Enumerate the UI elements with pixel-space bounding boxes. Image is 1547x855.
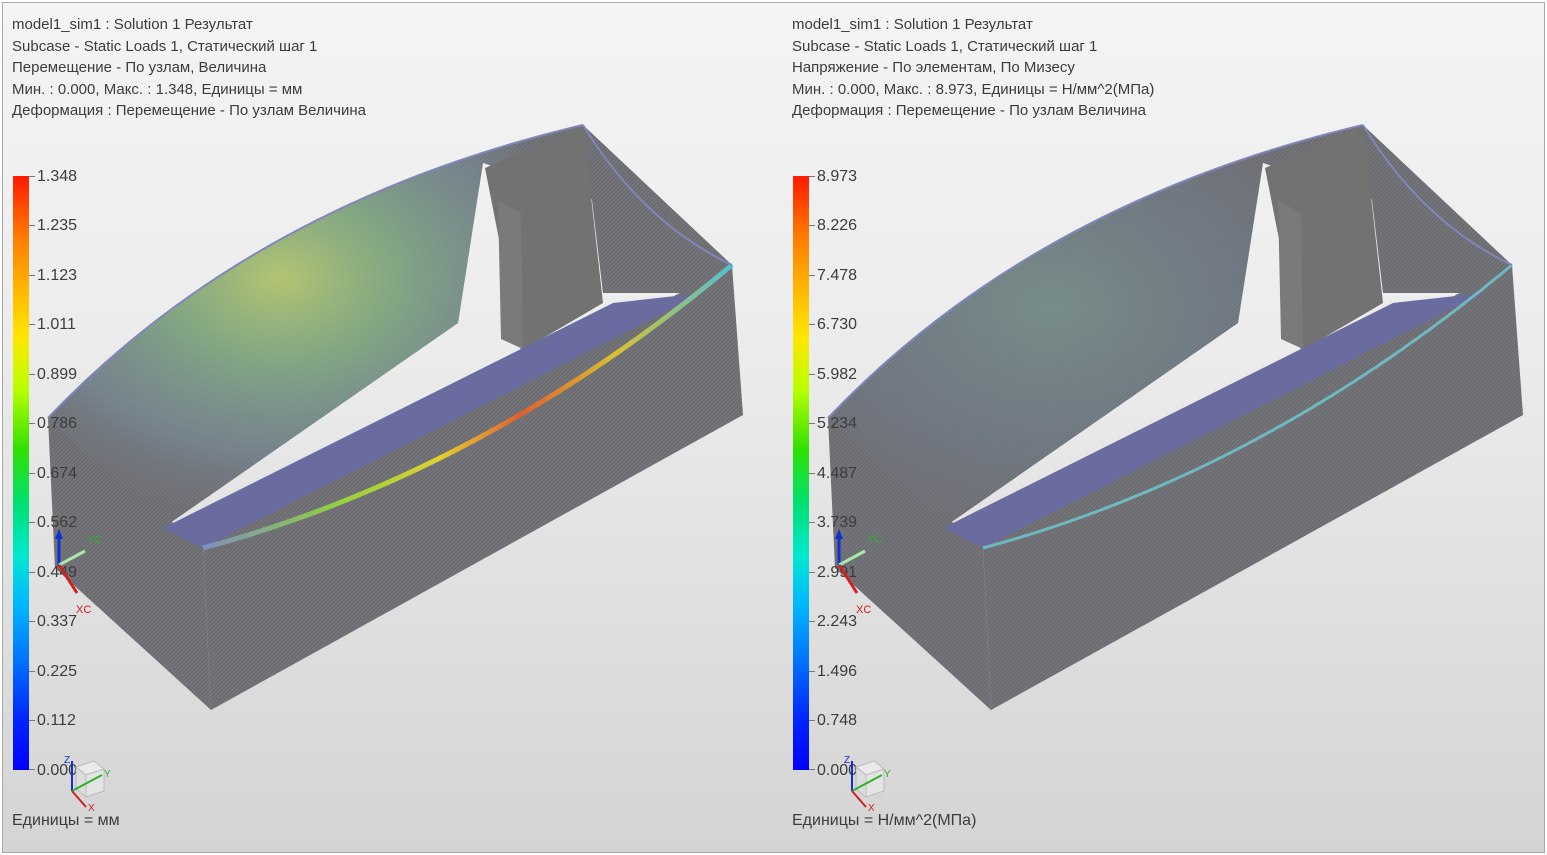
wcs-y-label: Y bbox=[884, 769, 891, 780]
info-line: Мин. : 0.000, Макс. : 8.973, Единицы = Н… bbox=[792, 80, 1155, 98]
box-back-face bbox=[583, 125, 732, 293]
legend-value: 0.562 bbox=[37, 514, 78, 531]
csys-triad-icon: YC XC bbox=[55, 529, 102, 616]
wcs-z-label: Z bbox=[64, 755, 70, 766]
legend-value: 0.786 bbox=[37, 415, 78, 432]
legend-value: 0.748 bbox=[817, 712, 858, 729]
deformed-edge bbox=[202, 263, 734, 551]
box-end-face bbox=[828, 418, 991, 710]
top-edge bbox=[47, 124, 584, 419]
legend-value: 0.337 bbox=[37, 613, 78, 630]
viewport-stress[interactable]: model1_sim1 : Solution 1 Результат Subca… bbox=[783, 3, 1544, 852]
partition-rib bbox=[498, 201, 523, 349]
legend-color-bar bbox=[13, 176, 35, 770]
top-edge bbox=[582, 124, 733, 266]
fem-model-displacement[interactable] bbox=[3, 3, 783, 852]
legend-value: 8.226 bbox=[817, 217, 858, 234]
legend-value: 0.112 bbox=[37, 712, 76, 729]
legend-value: 1.348 bbox=[37, 168, 78, 185]
box-end-face bbox=[48, 418, 211, 710]
fem-model-stress[interactable] bbox=[783, 3, 1544, 852]
units-label: Единицы = Н/мм^2(МПа) bbox=[792, 812, 977, 829]
triad-x-label: XC bbox=[856, 604, 871, 616]
legend-value: 4.487 bbox=[817, 465, 858, 482]
units-label: Единицы = мм bbox=[12, 812, 120, 829]
top-edge bbox=[827, 124, 1364, 419]
legend-value: 1.123 bbox=[37, 267, 78, 284]
info-line: Перемещение - По узлам, Величина bbox=[12, 59, 267, 77]
wcs-y-label: Y bbox=[104, 769, 111, 780]
legend-value: 0.225 bbox=[37, 663, 78, 680]
legend-value: 0.899 bbox=[37, 366, 78, 383]
box-side-face bbox=[983, 265, 1523, 710]
info-line: Напряжение - По элементам, По Мизесу bbox=[792, 59, 1075, 77]
wcs-z-label: Z bbox=[844, 755, 850, 766]
legend-value: 0.674 bbox=[37, 465, 78, 482]
result-info-header: model1_sim1 : Solution 1 Результат Subca… bbox=[792, 14, 1154, 122]
csys-triad-icon: YC XC bbox=[835, 529, 882, 616]
box-back-face bbox=[1363, 125, 1512, 293]
legend-value: 5.234 bbox=[817, 415, 858, 432]
wcs-x-label: X bbox=[868, 803, 875, 813]
info-line: Мин. : 0.000, Макс. : 1.348, Единицы = м… bbox=[12, 80, 303, 98]
wcs-cube-icon: Z Y X bbox=[844, 755, 891, 813]
wcs-x-label: X bbox=[88, 803, 95, 813]
displacement-bulge bbox=[48, 125, 603, 528]
box-floor bbox=[163, 293, 703, 548]
legend-value: 0.000 bbox=[817, 762, 858, 779]
legend-value: 7.478 bbox=[817, 267, 858, 284]
box-floor bbox=[943, 293, 1483, 548]
triad-y-label: YC bbox=[867, 534, 882, 546]
top-edge bbox=[1362, 124, 1513, 266]
wcs-cube-icon: Z Y X bbox=[64, 755, 111, 813]
legend-value: 3.739 bbox=[817, 514, 858, 531]
legend-value: 1.235 bbox=[37, 217, 78, 234]
box-side-face bbox=[203, 265, 743, 710]
info-line: Деформация : Перемещение - По узлам Вели… bbox=[12, 102, 366, 120]
stress-shading bbox=[828, 125, 1383, 528]
legend-value: 2.243 bbox=[817, 613, 858, 630]
viewport-displacement[interactable]: model1_sim1 : Solution 1 Результат Subca… bbox=[3, 3, 783, 852]
legend-value: 1.496 bbox=[817, 663, 858, 680]
info-line: model1_sim1 : Solution 1 Результат bbox=[12, 16, 253, 33]
info-line: Subcase - Static Loads 1, Статический ша… bbox=[792, 37, 1098, 55]
info-line: Деформация : Перемещение - По узлам Вели… bbox=[792, 102, 1146, 120]
legend-value: 0.000 bbox=[37, 762, 78, 779]
triad-x-label: XC bbox=[76, 604, 91, 616]
triad-y-label: YC bbox=[87, 534, 102, 546]
legend-value: 1.011 bbox=[37, 316, 76, 333]
partition-rib bbox=[1278, 201, 1303, 349]
info-line: Subcase - Static Loads 1, Статический ша… bbox=[12, 37, 318, 55]
info-line: model1_sim1 : Solution 1 Результат bbox=[792, 16, 1033, 33]
result-info-header: model1_sim1 : Solution 1 Результат Subca… bbox=[12, 14, 366, 122]
deformed-edge bbox=[982, 263, 1513, 550]
legend-value: 8.973 bbox=[817, 168, 858, 185]
legend-value: 5.982 bbox=[817, 366, 858, 383]
legend-value: 6.730 bbox=[817, 316, 858, 333]
legend-color-bar bbox=[793, 176, 815, 770]
